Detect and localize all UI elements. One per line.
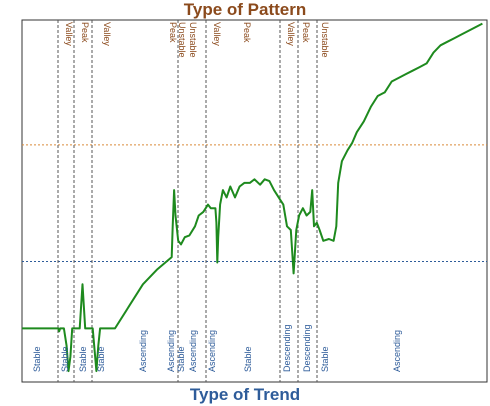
trend-label: Ascending	[392, 330, 402, 372]
pattern-label: Unstable	[320, 22, 330, 58]
pattern-label: Valley	[64, 22, 74, 46]
trend-label: Stable	[60, 346, 70, 372]
pattern-label: Valley	[286, 22, 296, 46]
pattern-label: Peak	[168, 22, 178, 43]
trend-label: Descending	[282, 324, 292, 372]
trend-label: Stable	[320, 346, 330, 372]
trend-label: Ascending	[188, 330, 198, 372]
trend-label: Stable	[243, 346, 253, 372]
trend-label: Stable	[176, 346, 186, 372]
pattern-label: Unstable	[177, 22, 187, 58]
chart-title: Type of Pattern	[183, 0, 307, 19]
pattern-label: Peak	[80, 22, 90, 43]
series-line	[22, 22, 483, 373]
pattern-label: Valley	[212, 22, 222, 46]
trend-label: Ascending	[207, 330, 217, 372]
trend-label: Stable	[96, 346, 106, 372]
plot-frame	[21, 19, 488, 383]
pattern-label: Peak	[301, 22, 311, 43]
pattern-label: Peak	[242, 22, 252, 43]
trend-label: Descending	[302, 324, 312, 372]
trend-label: Stable	[78, 346, 88, 372]
pattern-label: Unstable	[188, 22, 198, 58]
x-axis-title: Type of Trend	[189, 385, 301, 404]
trend-label: Ascending	[138, 330, 148, 372]
trend-label: Stable	[32, 346, 42, 372]
pattern-label: Valley	[102, 22, 112, 46]
trend-label: Ascending	[166, 330, 176, 372]
